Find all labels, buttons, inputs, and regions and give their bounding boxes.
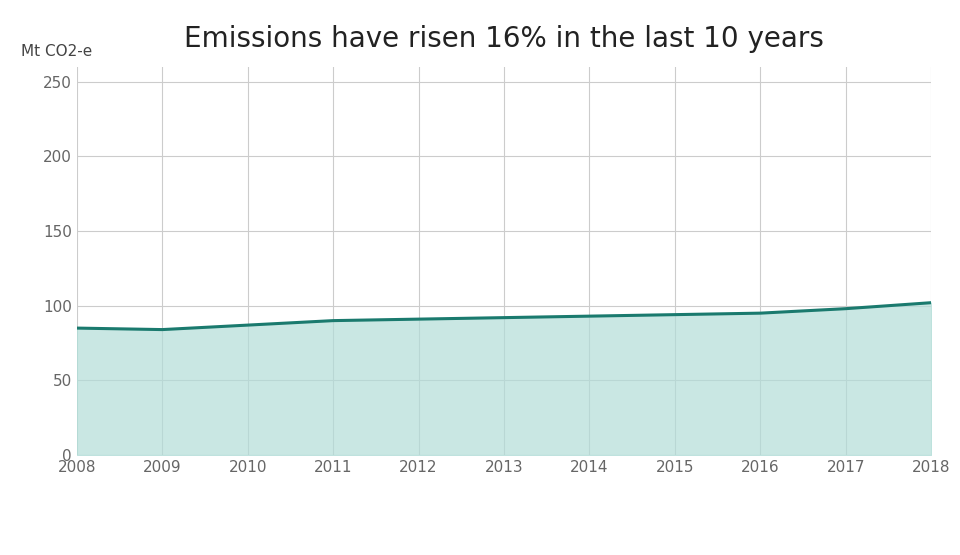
Text: Mt CO2-e: Mt CO2-e [21, 44, 92, 59]
Title: Emissions have risen 16% in the last 10 years: Emissions have risen 16% in the last 10 … [184, 25, 824, 53]
